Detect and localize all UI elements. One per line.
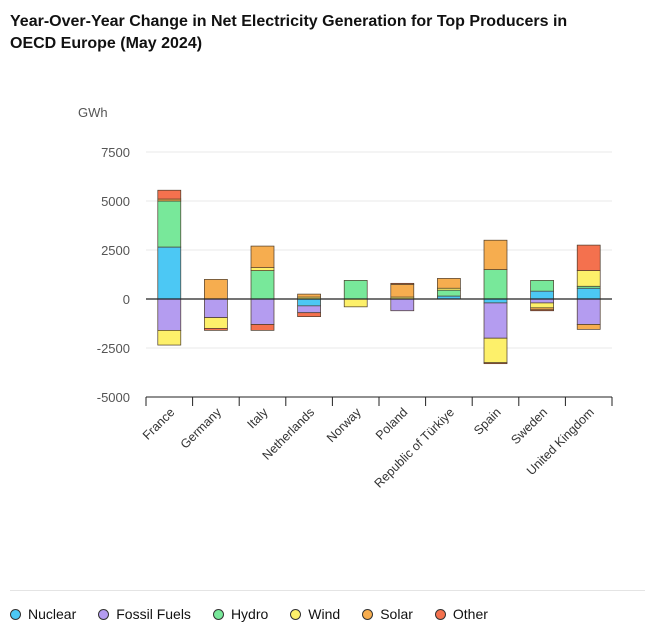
legend-label: Solar: [380, 606, 413, 622]
bar-segment: [530, 302, 554, 309]
bar-segment: [297, 312, 321, 317]
y-tick-label: 0: [123, 292, 130, 307]
legend-label: Nuclear: [28, 606, 77, 622]
y-tick-label: 7500: [101, 145, 130, 160]
x-tick-label: Poland: [373, 405, 410, 442]
legend-swatch: [362, 608, 374, 620]
legend-item[interactable]: Nuclear: [10, 606, 76, 622]
bar-segment: [250, 267, 275, 271]
x-tick-label: Republic of Türkiye: [372, 405, 457, 490]
bar-segment: [390, 298, 415, 312]
y-axis-label: GWh: [78, 105, 108, 120]
legend-divider: [10, 590, 645, 591]
bar-segment: [250, 270, 275, 300]
legend-swatch: [98, 608, 110, 620]
bar-segment: [437, 289, 461, 297]
bar-segment: [530, 280, 554, 292]
bar-segment: [576, 298, 601, 325]
bar-segment: [204, 328, 228, 331]
legend: Nuclear Fossil Fuels Hydro Wind Solar Other: [10, 606, 488, 622]
bar-segment: [483, 269, 508, 300]
chart-title: Year-Over-Year Change in Net Electricity…: [10, 13, 568, 52]
x-tick-label: Germany: [178, 405, 225, 452]
bar-segment: [483, 362, 508, 365]
x-tick-label: Italy: [245, 405, 272, 432]
legend-item[interactable]: Wind: [290, 606, 340, 622]
bar-segment: [576, 244, 601, 271]
x-tick-label: Spain: [471, 405, 504, 438]
bar-segment: [204, 298, 228, 318]
bar-segment: [250, 245, 275, 268]
bar-segment: [343, 298, 368, 308]
bar-segment: [483, 302, 508, 339]
legend-swatch: [212, 608, 224, 620]
bar-segment: [576, 287, 601, 300]
bar-segment: [297, 293, 321, 298]
bar-segment: [157, 189, 182, 200]
bar-segment: [250, 324, 275, 331]
bar-segment: [157, 298, 182, 331]
y-tick-label: 2500: [101, 243, 130, 258]
legend-swatch: [434, 608, 446, 620]
bar-segment: [204, 279, 228, 300]
legend-label: Fossil Fuels: [116, 606, 191, 622]
y-tick-label: -5000: [97, 390, 130, 405]
x-tick-label: Norway: [324, 405, 364, 445]
legend-item[interactable]: Solar: [362, 606, 413, 622]
bar-segment: [576, 270, 601, 287]
bar-segment: [297, 305, 321, 314]
bar-segment: [437, 278, 461, 289]
bar-segment: [297, 298, 321, 307]
bar-segment: [343, 280, 368, 300]
legend-label: Wind: [308, 606, 341, 622]
y-tick-label: 5000: [101, 194, 130, 209]
x-tick-label: France: [140, 405, 177, 442]
bar-segment: [483, 337, 508, 364]
y-tick-label: -2500: [97, 341, 130, 356]
bar-segment: [390, 282, 415, 285]
legend-label: Other: [452, 606, 488, 622]
bar-segment: [157, 200, 182, 248]
bar-segment: [483, 239, 508, 270]
bar-segment: [157, 246, 182, 300]
bar-segment: [530, 290, 554, 300]
bar-segment: [204, 317, 228, 329]
legend-item[interactable]: Fossil Fuels: [98, 606, 191, 622]
bar-segment: [250, 298, 275, 325]
legend-item[interactable]: Hydro: [212, 606, 269, 622]
legend-label: Hydro: [230, 606, 269, 622]
bar-segment: [157, 330, 182, 346]
chart: GWh 7500 5000 2500 0 -2500 -5000 France Germany I…: [78, 105, 613, 491]
x-tick-label: Sweden: [508, 405, 550, 447]
bar-segment: [390, 283, 415, 298]
legend-item[interactable]: Other: [434, 606, 488, 622]
bar-segment: [530, 309, 554, 312]
legend-swatch: [290, 608, 302, 620]
bar-segment: [576, 324, 601, 330]
legend-swatch: [10, 608, 21, 620]
